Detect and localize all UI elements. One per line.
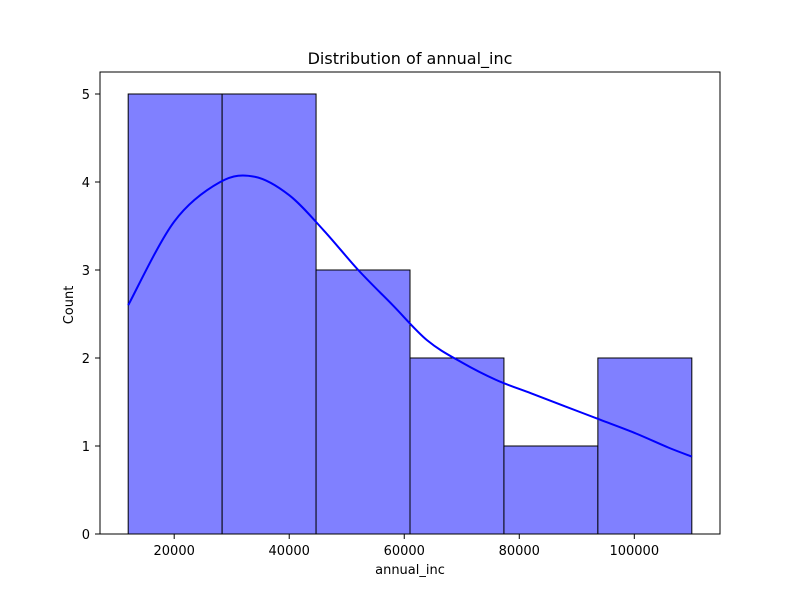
plot-frame (99, 71, 721, 535)
kde-curve (127, 174, 693, 458)
histogram-bar-4 (409, 357, 505, 535)
x-tick-label: 40000 (269, 544, 310, 559)
histogram-bar-6 (597, 357, 693, 535)
chart-title: Distribution of annual_inc (308, 49, 513, 69)
histogram-bar-2 (221, 93, 317, 535)
y-tick-label: 5 (82, 88, 90, 103)
x-tick-label: 80000 (499, 544, 540, 559)
y-axis-ticks: 0 1 2 3 4 5 (82, 88, 100, 543)
y-tick-label: 1 (82, 440, 90, 455)
y-tick-label: 0 (82, 528, 90, 543)
x-tick-label: 60000 (384, 544, 425, 559)
x-tick-label: 20000 (154, 544, 195, 559)
histogram-bar-3 (315, 269, 411, 535)
y-tick-label: 4 (82, 176, 90, 191)
histogram-bars (127, 93, 693, 535)
x-axis-label: annual_inc (375, 563, 445, 578)
y-tick-label: 2 (82, 352, 90, 367)
y-tick-label: 3 (82, 264, 90, 279)
histogram-bar-1 (127, 93, 223, 535)
y-axis-label: Count (62, 286, 77, 325)
histogram-bar-5 (503, 445, 599, 535)
x-tick-label: 100000 (609, 544, 659, 559)
x-axis-ticks: 20000 40000 60000 80000 100000 (154, 534, 659, 559)
